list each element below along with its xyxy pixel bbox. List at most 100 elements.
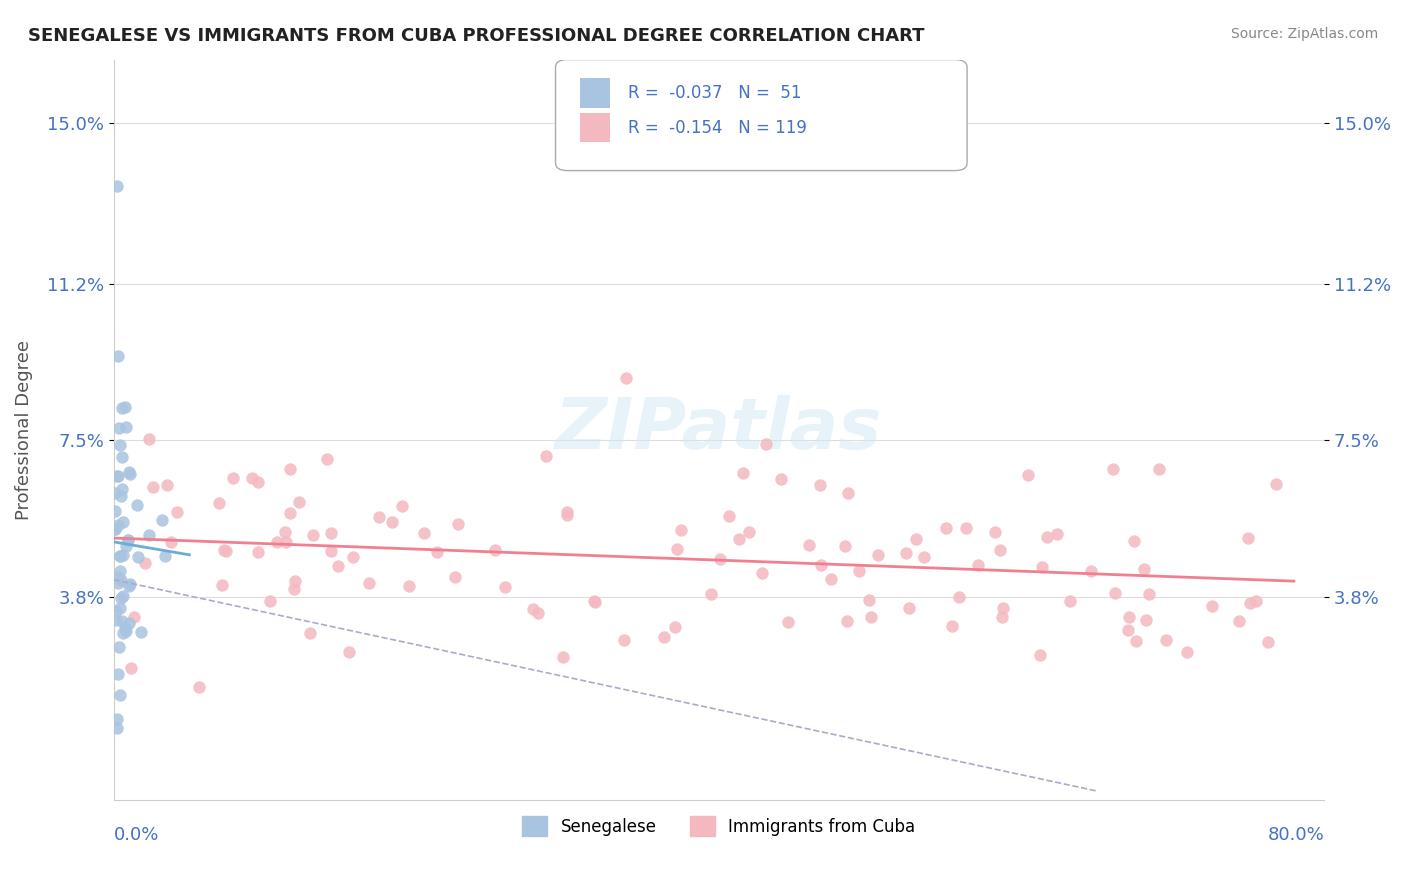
Point [134, 556, 156, 570]
Point [666, 542, 689, 557]
Point [967, 558, 990, 572]
Point [664, 620, 686, 634]
Point [912, 550, 935, 565]
Point [1236, 531, 1258, 545]
Point [105, 179, 128, 194]
Point [302, 527, 325, 541]
Point [534, 450, 557, 464]
Text: Source: ZipAtlas.com: Source: ZipAtlas.com [1230, 27, 1378, 41]
Point [150, 513, 173, 527]
Legend: Senegalese, Immigrants from Cuba: Senegalese, Immigrants from Cuba [516, 809, 922, 843]
Point [107, 349, 129, 363]
Point [733, 466, 755, 480]
Point [211, 578, 233, 592]
Point [391, 499, 413, 513]
Point [280, 506, 302, 520]
Point [110, 688, 132, 702]
Point [316, 451, 339, 466]
Text: 80.0%: 80.0% [1267, 826, 1324, 844]
Point [993, 601, 1015, 615]
Point [278, 462, 301, 476]
Point [955, 521, 977, 535]
Point [111, 482, 134, 496]
Point [246, 545, 269, 559]
Point [122, 610, 145, 624]
Point [117, 533, 139, 547]
Point [1017, 467, 1039, 482]
Point [1104, 586, 1126, 600]
FancyBboxPatch shape [555, 60, 967, 170]
Point [105, 613, 128, 627]
Point [247, 475, 270, 490]
Point [941, 619, 963, 633]
Text: R =  -0.037   N =  51: R = -0.037 N = 51 [628, 84, 801, 102]
Point [991, 610, 1014, 624]
Point [105, 721, 128, 735]
Point [108, 640, 131, 655]
Point [114, 621, 136, 635]
Point [1132, 561, 1154, 575]
Point [728, 533, 751, 547]
Point [717, 508, 740, 523]
Point [115, 539, 138, 553]
Point [240, 470, 263, 484]
Point [555, 505, 578, 519]
Point [381, 515, 404, 529]
Point [108, 549, 131, 563]
FancyBboxPatch shape [579, 113, 610, 143]
Point [1125, 634, 1147, 648]
Point [700, 587, 723, 601]
Point [107, 570, 129, 584]
Point [153, 549, 176, 563]
Point [118, 579, 141, 593]
Point [319, 525, 342, 540]
Point [111, 401, 134, 416]
Point [159, 535, 181, 549]
Point [1046, 527, 1069, 541]
Point [412, 525, 434, 540]
Point [898, 600, 921, 615]
Point [1239, 596, 1261, 610]
Point [935, 520, 957, 534]
Point [613, 633, 636, 648]
Point [709, 551, 731, 566]
Point [1059, 594, 1081, 608]
Point [111, 548, 134, 562]
Point [156, 478, 179, 492]
Point [837, 486, 859, 500]
Text: SENEGALESE VS IMMIGRANTS FROM CUBA PROFESSIONAL DEGREE CORRELATION CHART: SENEGALESE VS IMMIGRANTS FROM CUBA PROFE… [28, 27, 925, 45]
Point [1116, 623, 1139, 637]
Point [138, 433, 160, 447]
FancyBboxPatch shape [579, 78, 610, 108]
Point [1244, 594, 1267, 608]
Point [1201, 599, 1223, 613]
Point [138, 528, 160, 542]
Point [166, 505, 188, 519]
Text: ZIPatlas: ZIPatlas [555, 395, 883, 464]
Point [669, 523, 692, 537]
Point [866, 549, 889, 563]
Point [319, 544, 342, 558]
Point [837, 614, 859, 628]
Point [118, 616, 141, 631]
Point [583, 595, 606, 609]
Point [104, 485, 127, 500]
Point [860, 610, 883, 624]
Point [142, 480, 165, 494]
Point [288, 495, 311, 509]
Point [283, 582, 305, 596]
Point [1264, 476, 1286, 491]
Point [1137, 587, 1160, 601]
Point [299, 625, 322, 640]
Point [114, 400, 136, 414]
Point [614, 371, 637, 385]
Point [988, 543, 1011, 558]
Point [894, 546, 917, 560]
Point [104, 522, 127, 536]
Point [108, 549, 131, 563]
Point [426, 545, 449, 559]
Point [208, 496, 231, 510]
Point [111, 450, 134, 464]
Point [266, 535, 288, 549]
Point [1080, 564, 1102, 578]
